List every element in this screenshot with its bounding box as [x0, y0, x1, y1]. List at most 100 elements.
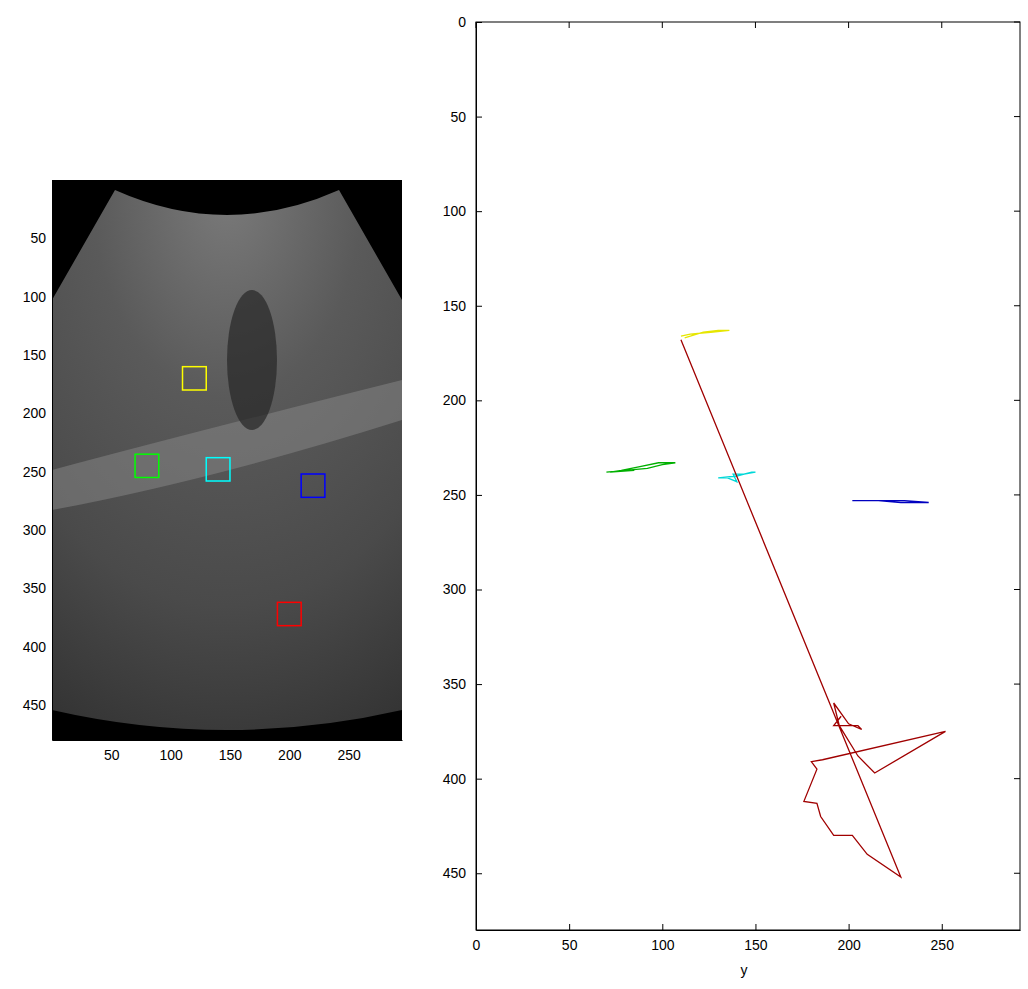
tick-label: 100	[23, 289, 47, 305]
tick-mark	[755, 22, 756, 28]
tick-label: 300	[443, 581, 467, 597]
tick: 350	[23, 580, 52, 596]
tick-label: 350	[23, 580, 47, 596]
tick-mark	[1014, 873, 1020, 874]
roi-box	[277, 602, 301, 625]
tick-mark	[476, 306, 482, 307]
tick-mark	[1014, 684, 1020, 685]
tick: 150	[744, 924, 768, 953]
tick-label: 100	[443, 203, 467, 219]
tick-label: 50	[30, 230, 46, 246]
tick: 150	[443, 298, 482, 314]
tick: 250	[443, 487, 482, 503]
ultrasound-image	[52, 190, 402, 730]
tick-mark	[662, 924, 663, 930]
tick-mark	[849, 924, 850, 930]
image-background	[52, 180, 402, 740]
tick: 400	[23, 639, 52, 655]
trajectory-line	[681, 330, 729, 338]
canvas: 50 100 150 200 250 50 100 150 200 250 300 350 400 450…	[0, 0, 1028, 989]
tick-label: 50	[104, 747, 120, 763]
tick-mark	[1014, 778, 1020, 779]
tick-label: 150	[23, 347, 47, 363]
tick: 300	[23, 522, 52, 538]
tick: 50	[30, 230, 52, 246]
tick-label: 0	[473, 937, 481, 953]
tick-label: 250	[337, 747, 361, 763]
tick: 250	[23, 464, 52, 480]
tick-label: 350	[443, 676, 467, 692]
tick: 50	[104, 740, 120, 763]
tick-mark	[755, 924, 756, 930]
tick-label: 200	[278, 747, 302, 763]
tick-label: 150	[744, 937, 768, 953]
x-axis: 50 100 150 200 250	[53, 740, 403, 763]
roi-box	[135, 454, 159, 477]
tick: 100	[159, 740, 183, 763]
tick-label: 300	[23, 522, 47, 538]
tick-label: 450	[443, 865, 467, 881]
tick-label: 100	[651, 937, 675, 953]
plot-frame	[476, 22, 1020, 930]
tick-mark	[476, 495, 482, 496]
tick: 200	[23, 405, 52, 421]
tick-label: 450	[23, 697, 47, 713]
tick-mark	[1014, 305, 1020, 306]
axis-line	[53, 740, 403, 741]
tick: 450	[23, 697, 52, 713]
trajectory-line	[852, 501, 928, 503]
tick: 50	[450, 109, 482, 125]
tick-label: 400	[443, 771, 467, 787]
tick-mark	[476, 117, 482, 118]
y-axis: 0 50 100 150 200 250 300 350 400 450	[443, 14, 482, 931]
trajectory-line	[681, 340, 946, 877]
tick-mark	[1014, 22, 1020, 23]
tick-mark	[476, 22, 482, 23]
tick-mark	[941, 22, 942, 28]
image-structure	[227, 290, 277, 430]
tick: 200	[443, 392, 482, 408]
image-structure	[52, 380, 402, 510]
tick: 50	[562, 924, 578, 953]
tick-mark	[476, 873, 482, 874]
tick-label: 250	[443, 487, 467, 503]
tick-mark	[476, 779, 482, 780]
tick: 400	[443, 771, 482, 787]
tick-label: 100	[159, 747, 183, 763]
tick: 150	[219, 740, 243, 763]
tick: 150	[23, 347, 52, 363]
tick-mark	[848, 22, 849, 28]
top-ticks	[476, 22, 942, 28]
axis-line	[476, 23, 477, 931]
tick: 100	[443, 203, 482, 219]
roi-box	[301, 474, 325, 497]
tick-label: 400	[23, 639, 47, 655]
tick-label: 50	[562, 937, 578, 953]
tick-label: 200	[23, 405, 47, 421]
x-axis: 0 50 100 150 200 250	[473, 924, 1021, 953]
tick-label: 200	[837, 937, 861, 953]
tick-label: 250	[23, 464, 47, 480]
image-area	[52, 180, 402, 740]
tick-mark	[569, 22, 570, 28]
tick: 200	[837, 924, 861, 953]
x-axis-title: y	[741, 962, 748, 978]
tick: 450	[443, 865, 482, 881]
tick-label: 150	[443, 298, 467, 314]
tick-mark	[476, 22, 477, 28]
axis-line	[477, 930, 1021, 931]
tick-label: 150	[219, 747, 243, 763]
tick-label: 250	[931, 937, 955, 953]
tick-mark	[1014, 116, 1020, 117]
tick-mark	[476, 211, 482, 212]
tick-mark	[1014, 494, 1020, 495]
tick-mark	[1014, 589, 1020, 590]
tick: 0	[458, 14, 482, 30]
roi-box	[206, 458, 230, 481]
tick: 350	[443, 676, 482, 692]
y-axis: 50 100 150 200 250 300 350 400 450	[23, 181, 53, 741]
roi-box	[183, 367, 207, 390]
tick-mark	[1014, 400, 1020, 401]
tick: 100	[23, 289, 52, 305]
tick-label: 50	[450, 109, 466, 125]
